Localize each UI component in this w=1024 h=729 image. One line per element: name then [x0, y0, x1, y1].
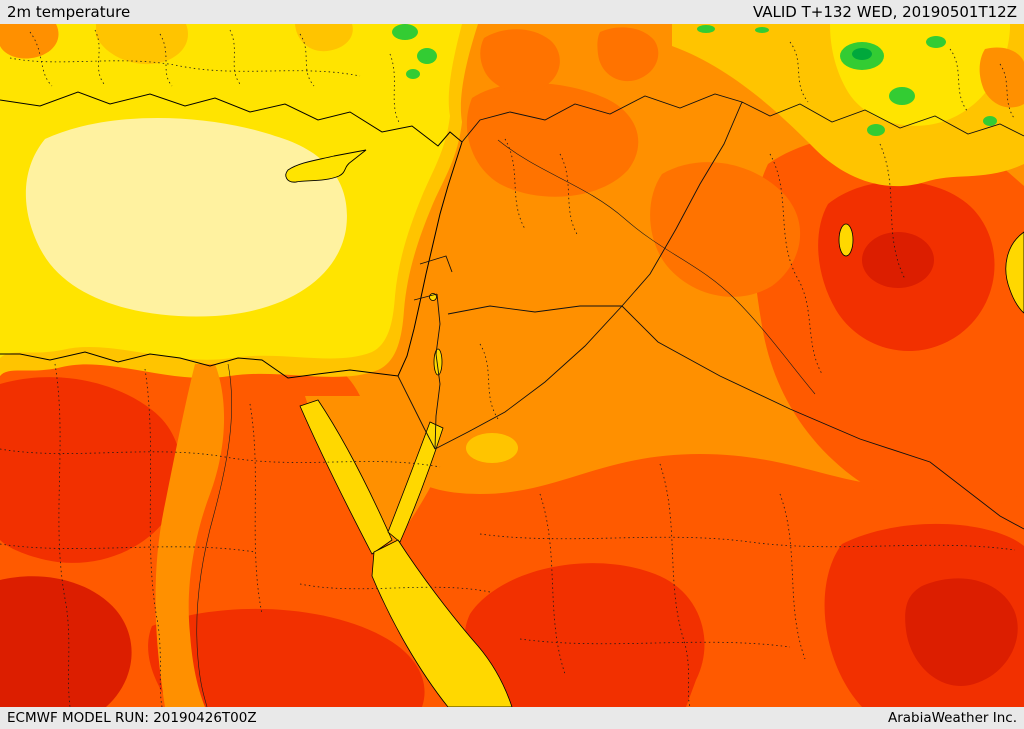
header-bar: 2m temperature VALID T+132 WED, 20190501… [0, 0, 1024, 24]
northeast-orange-patch [979, 47, 1024, 108]
green-spot-core [852, 48, 872, 60]
gulf-of-aqaba [387, 421, 444, 543]
green-spot [697, 25, 715, 33]
topleft-orange-patch [0, 24, 59, 59]
egypt-red-region [0, 377, 182, 563]
green-spot [392, 24, 418, 40]
brand-label: ArabiaWeather Inc. [887, 710, 1017, 726]
valid-time-label: VALID T+132 WED, 20190501T12Z [752, 3, 1017, 21]
sinai-orange-region [305, 396, 452, 546]
nile-river-line [196, 363, 232, 707]
persian-gulf-corner [1005, 231, 1024, 314]
turkey-dark-orange-patch-2 [597, 27, 659, 82]
footer-bar: ECMWF MODEL RUN: 20190426T00Z ArabiaWeat… [0, 707, 1024, 729]
cyprus-island [285, 149, 367, 183]
green-spot [406, 69, 420, 79]
turkey-dark-orange-patch-1 [480, 29, 560, 92]
rivers [196, 139, 816, 707]
temperature-map [0, 24, 1024, 707]
green-spot [983, 116, 997, 126]
southeast-dark-red-core [905, 578, 1018, 686]
lake-tharthar [838, 223, 854, 257]
green-spot [889, 87, 915, 105]
cool-green-spots [392, 24, 997, 136]
model-run-label: ECMWF MODEL RUN: 20190426T00Z [7, 710, 257, 726]
country-borders [397, 93, 1024, 530]
gulf-of-suez [299, 399, 393, 555]
mid-bottom-red-band [148, 608, 425, 707]
green-spot [417, 48, 437, 64]
syria-dark-orange-patch [466, 82, 639, 197]
east-dark-red-core [862, 232, 934, 288]
topleft-gold-patch-2 [295, 24, 353, 52]
iraq-dark-orange-patch [650, 162, 801, 297]
red-sea [371, 539, 513, 707]
admin-boundary-lines [0, 29, 1016, 707]
coastline [0, 91, 463, 379]
south-center-red-region [464, 563, 705, 707]
water-bodies [299, 223, 1024, 707]
green-spot [755, 27, 769, 33]
nile-valley-orange-band [155, 364, 225, 707]
temperature-fill-layer [0, 24, 1024, 707]
euphrates-river-line [497, 139, 816, 395]
green-spot [867, 124, 885, 136]
tabuk-gold-spot [466, 433, 518, 463]
topleft-gold-patch-1 [96, 24, 188, 65]
green-spot [926, 36, 946, 48]
mediterranean-pale-yellow-core [25, 117, 347, 317]
egypt-dark-red-corner [0, 576, 132, 707]
map-title: 2m temperature [7, 3, 131, 21]
